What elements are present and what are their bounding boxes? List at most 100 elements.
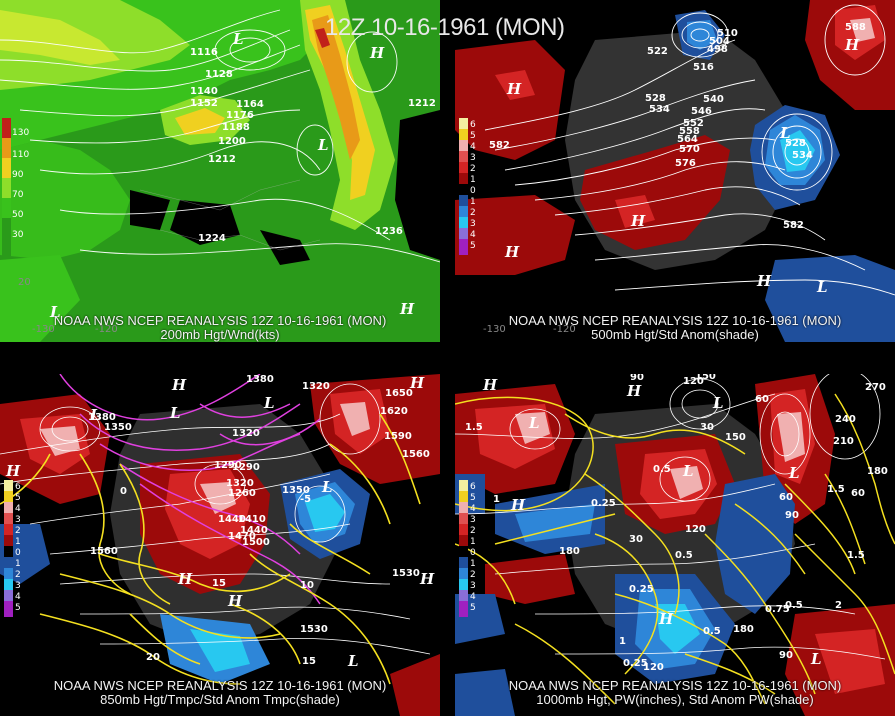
high-pressure-symbol: H bbox=[6, 462, 21, 480]
contour-label: 1116 bbox=[190, 47, 218, 58]
low-pressure-symbol: L bbox=[318, 136, 329, 154]
lon-label: -120 bbox=[553, 324, 576, 335]
legend-swatch bbox=[4, 524, 13, 535]
contour-label: 1140 bbox=[190, 86, 218, 97]
contour-label: 1128 bbox=[205, 69, 233, 80]
contour-label: 30 bbox=[700, 422, 714, 433]
high-pressure-symbol: H bbox=[400, 300, 415, 318]
high-pressure-symbol: H bbox=[505, 243, 520, 261]
legend-label: 6 bbox=[470, 120, 476, 130]
legend-swatch bbox=[459, 228, 468, 239]
legend-swatch bbox=[459, 513, 468, 524]
legend-swatch bbox=[459, 217, 468, 228]
contour-label: 30 bbox=[629, 534, 643, 545]
legend-label: 1 bbox=[470, 175, 476, 185]
contour-label: 528 bbox=[785, 138, 806, 149]
low-pressure-symbol: L bbox=[529, 414, 540, 432]
contour-label: 0.25 bbox=[591, 498, 616, 509]
low-pressure-symbol: L bbox=[789, 464, 800, 482]
contour-label: 150 bbox=[695, 374, 716, 382]
legend-swatch bbox=[4, 480, 13, 491]
legend-swatch bbox=[2, 118, 11, 138]
panel-200mb: 130 110 90 70 50 30 1116 1128 1140 1152 … bbox=[0, 0, 440, 342]
legend-swatch bbox=[459, 140, 468, 151]
contour-label: 1320 bbox=[232, 428, 260, 439]
contour-label: 0.5 bbox=[785, 600, 803, 611]
legend-swatch bbox=[2, 138, 11, 158]
contour-label: 2 bbox=[835, 600, 842, 611]
contour-label: 15 bbox=[302, 656, 316, 667]
contour-label: 1152 bbox=[190, 98, 218, 109]
low-pressure-symbol: L bbox=[683, 462, 694, 480]
panel-1000mb: 6 5 4 3 2 1 0 1 2 3 4 5 90 120 150 60 30… bbox=[455, 374, 895, 716]
low-pressure-symbol: L bbox=[348, 652, 359, 670]
contour-label: 570 bbox=[679, 144, 700, 155]
low-pressure-symbol: L bbox=[233, 30, 244, 48]
contour-label: 582 bbox=[489, 140, 510, 151]
contour-label: 552 bbox=[683, 118, 704, 129]
contour-label: -5 bbox=[300, 494, 312, 505]
legend-swatch bbox=[459, 535, 468, 546]
legend-label: 4 bbox=[470, 142, 476, 152]
legend-swatch bbox=[459, 502, 468, 513]
contour-label: 0.5 bbox=[703, 626, 721, 637]
contour-label: 240 bbox=[835, 414, 856, 425]
contour-label: 534 bbox=[792, 150, 813, 161]
legend-swatch bbox=[459, 524, 468, 535]
legend-swatch bbox=[459, 579, 468, 590]
legend-swatch bbox=[4, 557, 13, 568]
contour-label: 546 bbox=[691, 106, 712, 117]
panel-500mb: 6 5 4 3 2 1 0 1 2 3 4 5 522 516 510 504 … bbox=[455, 0, 895, 342]
high-pressure-symbol: H bbox=[627, 382, 642, 400]
high-pressure-symbol: H bbox=[845, 36, 860, 54]
contour-label: 1320 bbox=[226, 478, 254, 489]
legend-label: 1 bbox=[470, 197, 476, 207]
contour-label: 20 bbox=[146, 652, 160, 663]
legend-swatch bbox=[459, 491, 468, 502]
low-pressure-symbol: L bbox=[713, 394, 724, 412]
lon-label: -130 bbox=[483, 324, 506, 335]
legend-swatch bbox=[459, 557, 468, 568]
panel-caption: NOAA NWS NCEP REANALYSIS 12Z 10-16-1961 … bbox=[455, 314, 895, 342]
contour-label: 1620 bbox=[380, 406, 408, 417]
legend-label: 2 bbox=[15, 570, 21, 580]
contour-label: 0.25 bbox=[623, 658, 648, 669]
credit-line: NOAA NWS NCEP REANALYSIS 12Z 10-16-1961 … bbox=[53, 678, 387, 693]
contour-label: 60 bbox=[755, 394, 769, 405]
contour-label: 150 bbox=[725, 432, 746, 443]
legend-label: 5 bbox=[15, 603, 21, 613]
contour-label: 90 bbox=[630, 374, 644, 383]
credit-line: NOAA NWS NCEP REANALYSIS 12Z 10-16-1961 … bbox=[508, 313, 842, 328]
high-pressure-symbol: H bbox=[178, 570, 193, 588]
legend-swatch bbox=[4, 502, 13, 513]
low-pressure-symbol: L bbox=[811, 650, 822, 668]
contour-label: 564 bbox=[677, 134, 698, 145]
contour-label: 120 bbox=[683, 376, 704, 387]
high-pressure-symbol: H bbox=[420, 570, 435, 588]
legend-swatch bbox=[459, 118, 468, 129]
contour-label: 1560 bbox=[402, 449, 430, 460]
high-pressure-symbol: H bbox=[483, 376, 498, 394]
contour-label: 1470 bbox=[228, 531, 256, 542]
legend-label: 2 bbox=[470, 164, 476, 174]
legend-swatch bbox=[4, 513, 13, 524]
contour-label: 522 bbox=[647, 46, 668, 57]
legend-label: 2 bbox=[15, 526, 21, 536]
legend-swatch bbox=[459, 590, 468, 601]
legend-label: 1 bbox=[15, 559, 21, 569]
legend-label: 4 bbox=[470, 504, 476, 514]
legend-swatch bbox=[459, 206, 468, 217]
contour-label: 582 bbox=[783, 220, 804, 231]
high-pressure-symbol: H bbox=[757, 272, 772, 290]
contour-label: 60 bbox=[851, 488, 865, 499]
contour-label: 0.25 bbox=[629, 584, 654, 595]
legend-swatch bbox=[2, 158, 11, 178]
legend-label: 1 bbox=[470, 559, 476, 569]
contour-label: 120 bbox=[685, 524, 706, 535]
contour-label: 270 bbox=[865, 382, 886, 393]
legend-swatch bbox=[459, 601, 468, 617]
contour-label: 210 bbox=[833, 436, 854, 447]
legend-label: 1 bbox=[15, 537, 21, 547]
high-pressure-symbol: H bbox=[228, 592, 243, 610]
legend-label: 30 bbox=[12, 230, 24, 240]
